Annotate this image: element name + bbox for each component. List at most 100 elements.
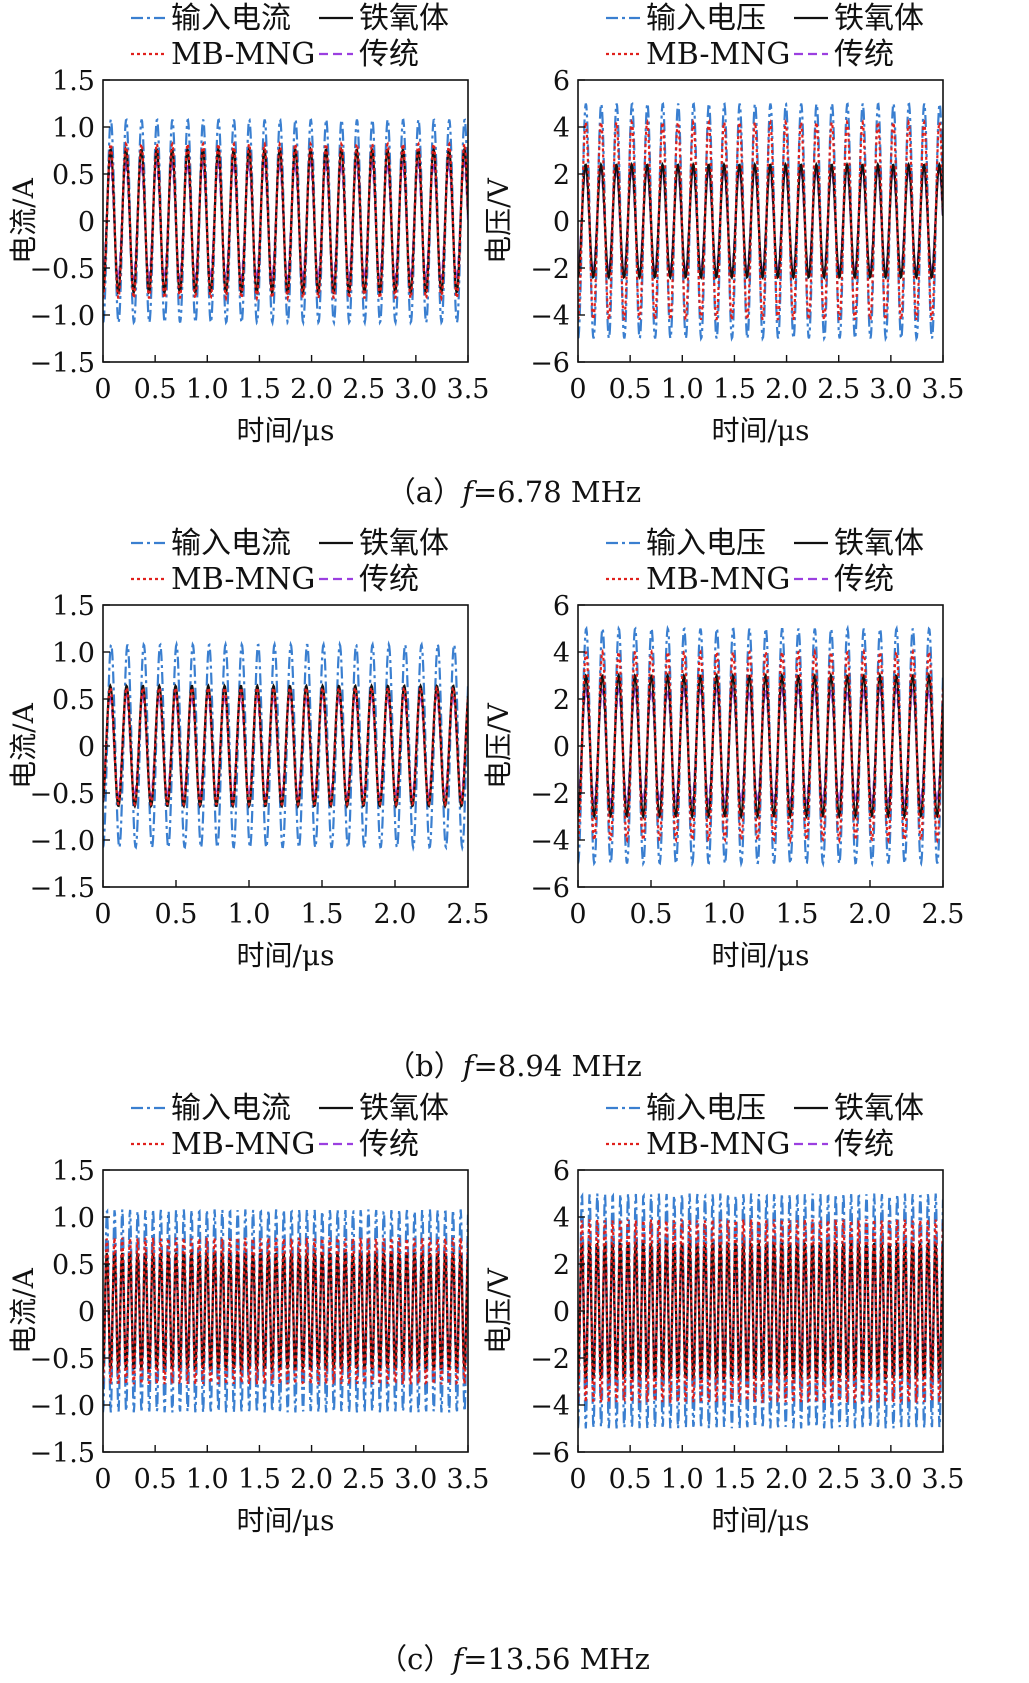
legend-label-mbmng: MB-MNG <box>171 562 315 597</box>
x-tick-label: 3.5 <box>447 374 490 405</box>
y-tick-label: 0 <box>78 207 95 238</box>
y-tick-label: −6 <box>530 873 570 904</box>
y-tick-label: 0 <box>553 732 570 763</box>
x-tick-label: 2.0 <box>765 374 808 405</box>
y-tick-label: −1.5 <box>29 1438 95 1469</box>
y-axis-label: 电流/A <box>7 1267 40 1353</box>
y-tick-label: 4 <box>553 638 570 669</box>
y-tick-label: −1.5 <box>29 348 95 379</box>
legend-label-ferrite: 铁氧体 <box>359 526 449 561</box>
x-tick-label: 2.5 <box>817 1464 860 1495</box>
y-tick-label: 4 <box>553 1203 570 1234</box>
x-tick-label: 2.0 <box>290 374 333 405</box>
x-tick-label: 0.5 <box>630 899 673 930</box>
y-tick-label: 1.5 <box>52 1156 95 1187</box>
x-tick-label: 0.5 <box>134 1464 177 1495</box>
series-mbmng-line <box>578 1219 943 1404</box>
legend-label-input: 输入电流 <box>171 1 291 36</box>
x-tick-label: 2.0 <box>765 1464 808 1495</box>
x-tick-label: 3.0 <box>869 374 912 405</box>
y-tick-label: 1.5 <box>52 591 95 622</box>
y-tick-label: −0.5 <box>29 779 95 810</box>
x-tick-label: 1.0 <box>661 374 704 405</box>
y-tick-label: 0.5 <box>52 685 95 716</box>
x-tick-label: 0 <box>569 1464 586 1495</box>
series-mbmng-line <box>103 140 468 302</box>
x-tick-label: 3.0 <box>869 1464 912 1495</box>
x-tick-label: 3.0 <box>394 374 437 405</box>
x-tick-label: 2.5 <box>342 1464 385 1495</box>
legend-label-input: 输入电流 <box>171 1091 291 1126</box>
x-tick-label: 2.5 <box>922 899 965 930</box>
legend-label-ferrite: 铁氧体 <box>834 1 924 36</box>
y-tick-label: −1.0 <box>29 826 95 857</box>
y-tick-label: 6 <box>553 66 570 97</box>
x-tick-label: 3.5 <box>922 374 965 405</box>
y-tick-label: −1.0 <box>29 301 95 332</box>
x-tick-label: 1.5 <box>238 1464 281 1495</box>
legend-label-mbmng: MB-MNG <box>646 37 790 72</box>
legend-label-input: 输入电压 <box>646 1 766 36</box>
y-tick-label: 6 <box>553 1156 570 1187</box>
y-tick-label: 6 <box>553 591 570 622</box>
x-axis-label: 时间/μs <box>236 1504 334 1537</box>
legend-label-traditional: 传统 <box>359 37 419 72</box>
legend-label-mbmng: MB-MNG <box>171 37 315 72</box>
legend-label-ferrite: 铁氧体 <box>834 1091 924 1126</box>
y-tick-label: 4 <box>553 113 570 144</box>
y-axis-label: 电压/V <box>482 177 515 263</box>
legend-label-mbmng: MB-MNG <box>646 562 790 597</box>
y-tick-label: −4 <box>530 826 570 857</box>
x-tick-label: 0 <box>94 1464 111 1495</box>
y-tick-label: 0 <box>553 207 570 238</box>
y-tick-label: 0 <box>78 732 95 763</box>
y-tick-label: 2 <box>553 160 570 191</box>
series-mbmng-line <box>578 647 943 845</box>
x-axis-label: 时间/μs <box>711 414 809 447</box>
figure-caption-0: （a）f=6.78 MHz <box>387 475 641 509</box>
y-tick-label: 1.0 <box>52 1203 95 1234</box>
x-axis-label: 时间/μs <box>236 939 334 972</box>
x-axis-label: 时间/μs <box>711 1504 809 1537</box>
x-tick-label: 0 <box>569 899 586 930</box>
legend-label-traditional: 传统 <box>359 1127 419 1162</box>
y-tick-label: 2 <box>553 685 570 716</box>
legend-label-input: 输入电流 <box>171 526 291 561</box>
legend-label-mbmng: MB-MNG <box>646 1127 790 1162</box>
y-axis-label: 电压/V <box>482 1267 515 1353</box>
x-tick-label: 3.0 <box>394 1464 437 1495</box>
y-tick-label: 1.5 <box>52 66 95 97</box>
x-tick-label: 1.5 <box>713 374 756 405</box>
y-tick-label: 0.5 <box>52 160 95 191</box>
x-tick-label: 1.0 <box>661 1464 704 1495</box>
y-tick-label: 1.0 <box>52 113 95 144</box>
caption-value: =6.78 MHz <box>473 475 641 509</box>
y-tick-label: −2 <box>530 779 570 810</box>
y-axis-label: 电流/A <box>7 702 40 788</box>
x-axis-label: 时间/μs <box>711 939 809 972</box>
legend-label-traditional: 传统 <box>834 37 894 72</box>
legend-label-traditional: 传统 <box>834 1127 894 1162</box>
y-tick-label: −4 <box>530 1391 570 1422</box>
legend-label-mbmng: MB-MNG <box>171 1127 315 1162</box>
x-tick-label: 2.5 <box>447 899 490 930</box>
x-tick-label: 2.0 <box>374 899 417 930</box>
caption-prefix: （a） <box>387 475 462 509</box>
caption-value: =13.56 MHz <box>463 1642 650 1676</box>
y-tick-label: −6 <box>530 348 570 379</box>
x-tick-label: 0 <box>94 374 111 405</box>
x-tick-label: 1.5 <box>238 374 281 405</box>
x-tick-label: 3.5 <box>447 1464 490 1495</box>
x-tick-label: 2.5 <box>817 374 860 405</box>
x-tick-label: 0.5 <box>609 1464 652 1495</box>
x-tick-label: 0.5 <box>609 374 652 405</box>
x-tick-label: 0.5 <box>134 374 177 405</box>
legend-label-ferrite: 铁氧体 <box>359 1091 449 1126</box>
series-mbmng-line <box>103 1237 468 1386</box>
legend-label-traditional: 传统 <box>834 562 894 597</box>
